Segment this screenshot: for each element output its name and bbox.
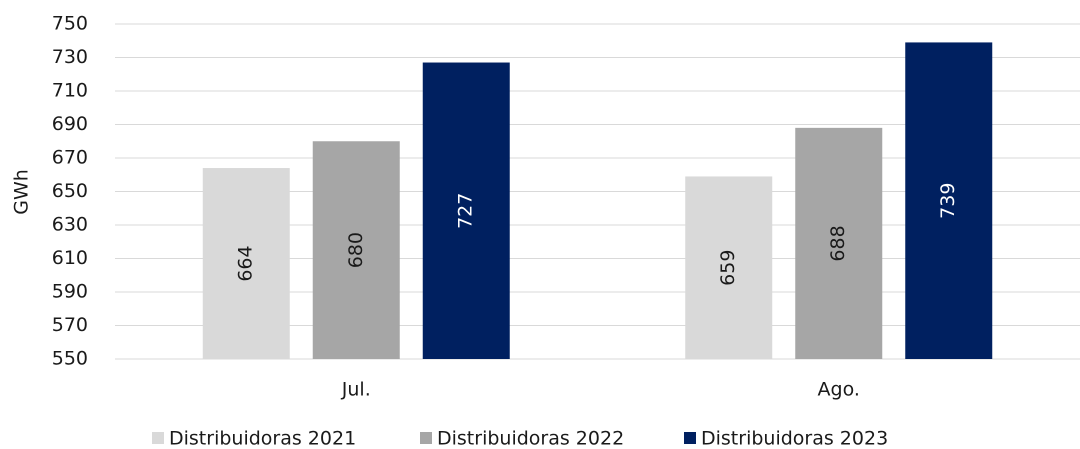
legend-swatch (152, 432, 164, 444)
legend-label: Distribuidoras 2021 (169, 428, 356, 449)
y-tick-label: 590 (52, 281, 88, 303)
y-axis-title: GWh (11, 169, 33, 215)
data-label: 659 (717, 250, 739, 286)
data-label: 688 (827, 225, 849, 261)
y-tick-label: 710 (52, 80, 88, 102)
y-tick-label: 550 (52, 348, 88, 370)
bar (422, 62, 510, 360)
y-tick-label: 630 (52, 214, 88, 236)
y-tick-label: 650 (52, 180, 88, 202)
legend-label: Distribuidoras 2022 (437, 428, 624, 449)
data-label: 727 (455, 193, 477, 229)
x-tick-label: Ago. (818, 379, 860, 401)
x-tick-label: Jul. (341, 379, 371, 401)
y-tick-label: 570 (52, 314, 88, 336)
y-tick-label: 670 (52, 147, 88, 169)
y-tick-label: 730 (52, 46, 88, 68)
bar (795, 127, 883, 359)
data-label: 739 (937, 183, 959, 219)
y-tick-label: 610 (52, 247, 88, 269)
bar (685, 176, 773, 359)
bar (202, 168, 290, 359)
legend-swatch (684, 432, 696, 444)
y-tick-label: 690 (52, 113, 88, 135)
y-tick-label: 750 (52, 13, 88, 35)
bar (312, 141, 400, 359)
bar (905, 42, 993, 360)
data-label: 680 (345, 232, 367, 268)
data-label: 664 (235, 245, 257, 281)
legend-label: Distribuidoras 2023 (701, 428, 888, 449)
legend-swatch (420, 432, 432, 444)
